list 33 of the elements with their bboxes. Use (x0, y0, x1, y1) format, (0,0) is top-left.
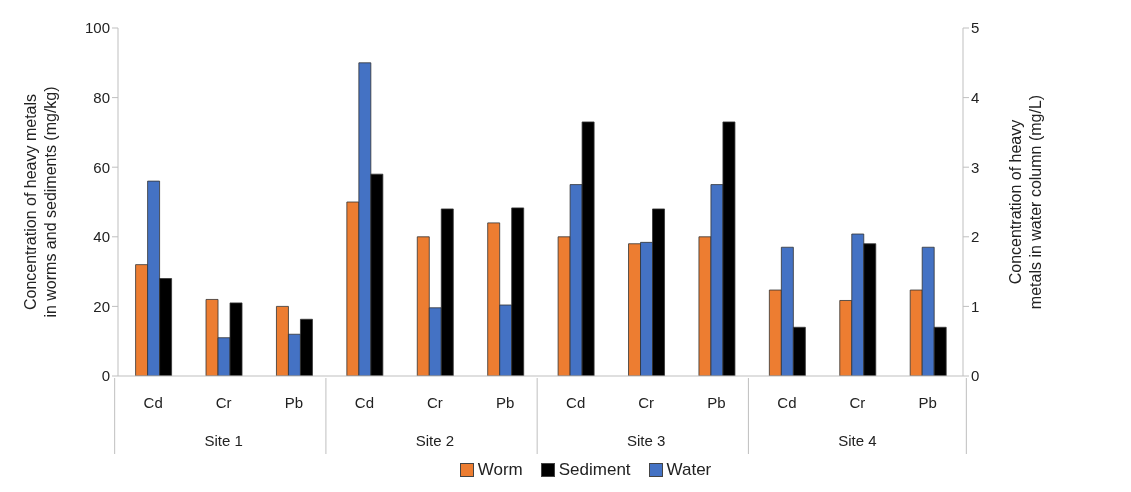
x-tick-label: Cr (638, 394, 655, 411)
y2-tick-label: 2 (971, 228, 980, 246)
y2-tick-label: 4 (971, 88, 980, 106)
x-tick-label: Cr (215, 394, 232, 411)
text: Site 1 (204, 432, 243, 449)
x-tick-label: Cd (143, 394, 163, 411)
x-tick-label: Cd (354, 394, 375, 411)
y2-tick-label: 1 (971, 297, 980, 315)
y2-tick-label: 5 (971, 19, 980, 37)
x-tick-label: Cr (426, 394, 443, 411)
legend-label: Worm (477, 460, 523, 480)
x-tick-label: Cr (849, 394, 866, 411)
y-tick-label: 100 (84, 19, 110, 37)
y-tick-label: 40 (93, 228, 110, 246)
y-tick-label: 0 (101, 367, 110, 385)
y-tick-label: 20 (93, 297, 110, 315)
y-tick-label: 60 (93, 158, 110, 176)
y2-axis-title: Concentration of heavy metals in water column (mg/L) (1007, 94, 1044, 310)
x-tick-label: Pb (496, 394, 515, 411)
x-tick-label: Pb (918, 394, 937, 411)
x-tick-label: Pb (284, 394, 304, 411)
text: Site 3 (626, 432, 666, 449)
x-tick-label: Pb (707, 394, 726, 411)
x-tick-label: Cd (566, 394, 586, 411)
y-tick-label: 80 (93, 88, 110, 106)
x-tick-label: Cd (777, 394, 797, 411)
y-axis-title: Concentration of heavy metals in worms and sediments (mg/kg) (22, 86, 59, 318)
legend-label: Sediment (558, 460, 631, 480)
y2-tick-label: 3 (971, 158, 980, 176)
y2-tick-label: 0 (971, 367, 980, 385)
text: Site 4 (838, 432, 877, 449)
legend-label: Water (666, 460, 712, 480)
text: Site 2 (415, 432, 455, 449)
